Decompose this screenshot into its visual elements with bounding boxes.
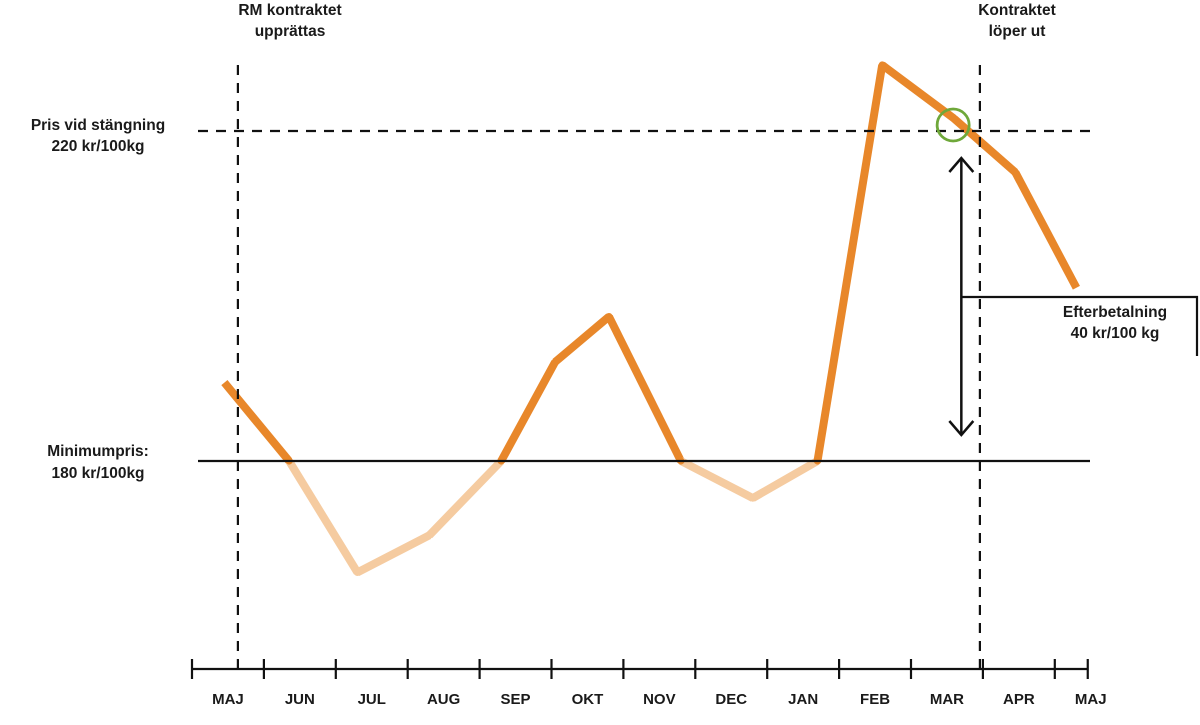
price-line-segment bbox=[497, 360, 559, 463]
x-tick-label: JAN bbox=[788, 691, 818, 708]
price-line-segment bbox=[750, 457, 820, 502]
aftpayment-value: 40 kr/100 kg bbox=[1071, 325, 1160, 342]
minimum-price-label: Minimumpris: bbox=[47, 443, 149, 460]
price-line-joint bbox=[1011, 168, 1019, 176]
price-line-segment bbox=[1011, 170, 1080, 290]
price-line-joint bbox=[605, 313, 613, 321]
aftpayment-arrow-head-down bbox=[948, 420, 975, 437]
price-line-segment bbox=[552, 313, 612, 366]
x-tick-label: MAJ bbox=[212, 691, 244, 708]
price-line-joint bbox=[425, 531, 433, 539]
closing-price-label: Pris vid stängning bbox=[31, 117, 165, 134]
price-line-joint bbox=[551, 358, 559, 366]
x-axis: MAJ JUN JUL AUG SEP OKT NOV DEC JAN FEB MAR APR MAJ bbox=[190, 659, 1107, 708]
price-series bbox=[221, 61, 1080, 577]
price-line-segment bbox=[879, 61, 957, 122]
price-line-segment bbox=[426, 458, 505, 539]
price-line-joint bbox=[950, 115, 958, 123]
x-tick-label: AUG bbox=[427, 691, 460, 708]
price-line-segment bbox=[679, 457, 755, 502]
contract-end-label-line2: löper ut bbox=[989, 23, 1046, 40]
aftpayment-label: Efterbetalning bbox=[1063, 304, 1167, 321]
reference-lines bbox=[198, 65, 1090, 669]
x-tick-label: OKT bbox=[572, 691, 604, 708]
contract-end-label: Kontraktet bbox=[978, 2, 1056, 19]
price-line-segment bbox=[813, 64, 887, 462]
minimum-price-value: 180 kr/100kg bbox=[51, 465, 144, 482]
x-tick-label: SEP bbox=[501, 691, 531, 708]
closing-point-marker bbox=[935, 107, 971, 143]
closing-price-value: 220 kr/100kg bbox=[51, 138, 144, 155]
price-line-segment bbox=[221, 380, 293, 464]
x-tick-label: DEC bbox=[715, 691, 747, 708]
contract-start-label-line2: upprättas bbox=[255, 23, 326, 40]
price-line-joint bbox=[353, 568, 361, 577]
aftpayment-arrow-head-up bbox=[948, 156, 975, 173]
x-tick-label: NOV bbox=[643, 691, 676, 708]
price-line-segment bbox=[951, 115, 1018, 176]
x-tick-label: FEB bbox=[860, 691, 890, 708]
x-tick-label: APR bbox=[1003, 691, 1035, 708]
contract-start-label: RM kontraktet bbox=[238, 2, 341, 19]
price-line-segment bbox=[285, 458, 361, 575]
price-line-segment bbox=[355, 531, 432, 576]
x-tick-label: MAJ bbox=[1075, 691, 1107, 708]
x-tick-label: MAR bbox=[930, 691, 964, 708]
price-line-joint bbox=[878, 61, 886, 69]
price-line-joint bbox=[749, 494, 757, 502]
x-tick-label: JUN bbox=[285, 691, 315, 708]
price-line-segment bbox=[605, 314, 685, 463]
annotations: Pris vid stängning 220 kr/100kg Minimumpri… bbox=[31, 2, 1199, 482]
aftpayment-bracket bbox=[961, 295, 1199, 356]
x-tick-label: JUL bbox=[358, 691, 386, 708]
